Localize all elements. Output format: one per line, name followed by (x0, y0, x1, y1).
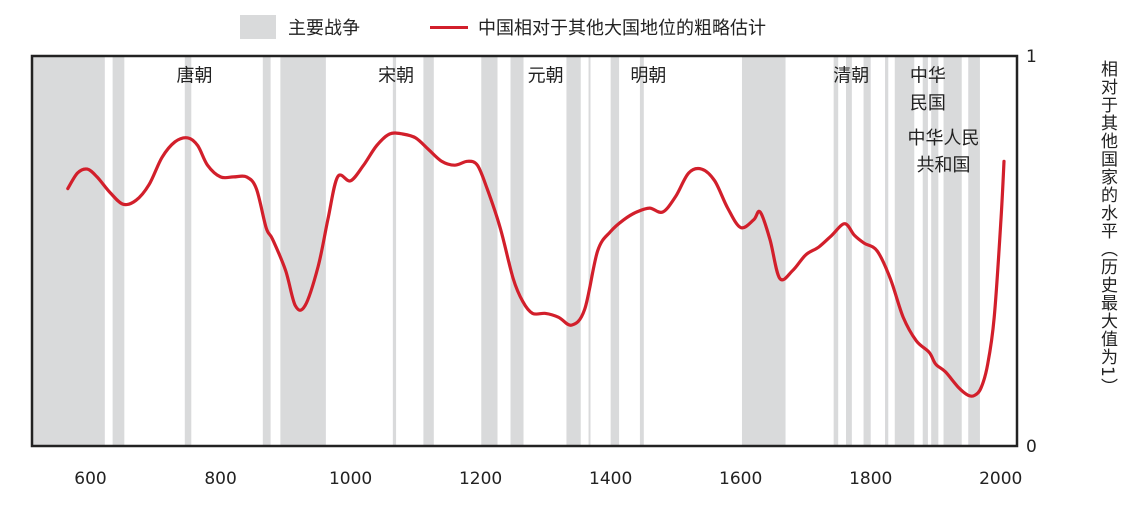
dynasty-label: 中华 (910, 66, 946, 87)
war-period-band (894, 56, 915, 446)
war-legend-label: 主要战争 (288, 18, 360, 39)
dynasty-label: 中华人民 (908, 128, 980, 149)
war-period-band (639, 56, 644, 446)
war-period-band (184, 56, 192, 446)
war-period-band (262, 56, 271, 446)
war-period-band (833, 56, 839, 446)
dynasty-label: 清朝 (833, 66, 869, 87)
x-tick-label: 1400 (589, 469, 632, 489)
war-period-band (943, 56, 962, 446)
x-tick-label: 2000 (979, 469, 1022, 489)
war-period-band (392, 56, 397, 446)
y-axis-label: 相对于其他国家的水平（历史最大值为1） (1097, 60, 1117, 396)
war-legend-swatch (240, 15, 276, 39)
war-period-band (931, 56, 939, 446)
war-period-band (885, 56, 889, 446)
plot-frame (30, 54, 1019, 448)
war-period-band (510, 56, 524, 446)
war-period-band (741, 56, 786, 446)
war-period-band (32, 56, 105, 446)
legend: 主要战争 中国相对于其他大国地位的粗略估计 (240, 14, 766, 40)
war-period-band (481, 56, 498, 446)
war-period-band (863, 56, 871, 446)
dynasty-label: 明朝 (630, 66, 666, 87)
war-period-band (610, 56, 620, 446)
dynasty-label: 共和国 (917, 155, 971, 176)
dynasty-label: 唐朝 (177, 66, 213, 87)
war-period-band (846, 56, 852, 446)
x-tick-label: 1800 (849, 469, 892, 489)
x-tick-label: 1200 (459, 469, 502, 489)
war-period-band (922, 56, 928, 446)
war-period-band (112, 56, 125, 446)
x-tick-label: 1000 (329, 469, 372, 489)
war-period-band (566, 56, 581, 446)
y-tick-label: 1 (1026, 47, 1037, 67)
x-tick-label: 1600 (719, 469, 762, 489)
y-tick-label: 0 (1026, 437, 1037, 457)
line-legend-label: 中国相对于其他大国地位的粗略估计 (478, 18, 766, 39)
series-line (66, 131, 1006, 398)
x-tick-label: 600 (74, 469, 106, 489)
dynasty-label: 民国 (910, 93, 946, 114)
x-tick-label: 800 (204, 469, 236, 489)
dynasty-label: 宋朝 (378, 66, 414, 87)
line-legend-swatch (430, 25, 468, 29)
war-period-band (968, 56, 980, 446)
war-period-band (280, 56, 326, 446)
war-period-band (588, 56, 591, 446)
dynasty-label: 元朝 (528, 66, 564, 87)
war-period-band (423, 56, 434, 446)
